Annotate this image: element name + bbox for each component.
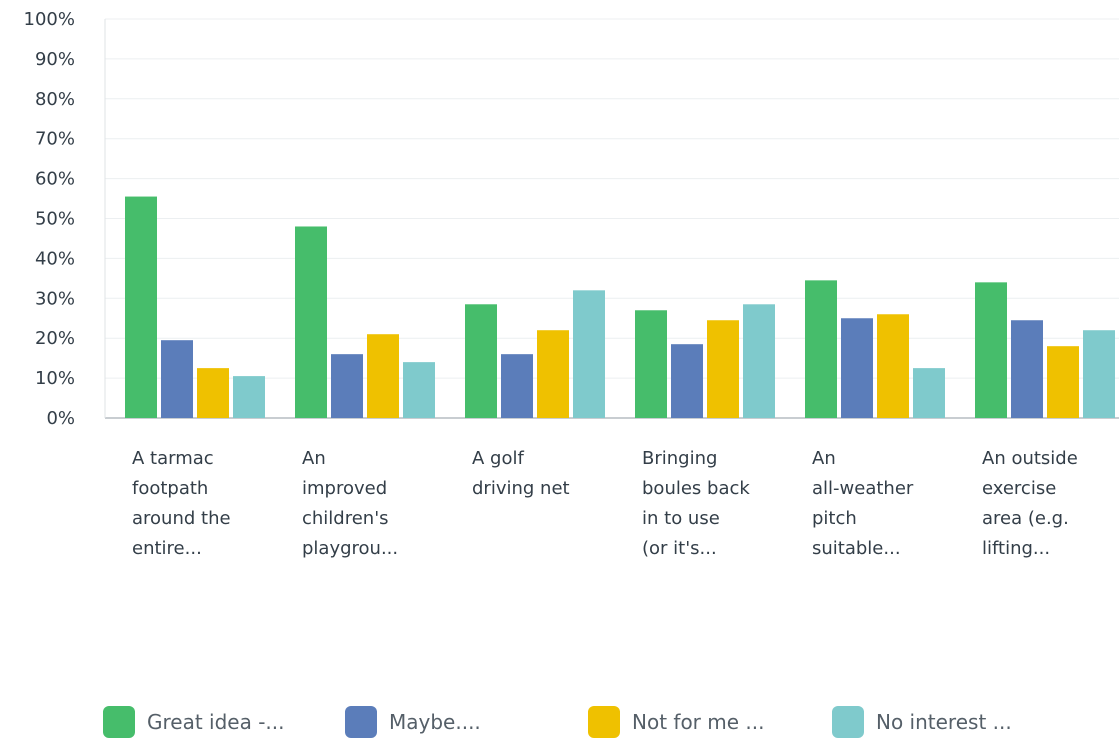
x-tick-label: A tarmac footpath around the entire... — [132, 448, 231, 559]
legend-item[interactable]: No interest ... — [832, 705, 1012, 739]
x-tick-label: An outside exercise area (e.g. lifting..… — [982, 448, 1078, 559]
bar[interactable] — [1083, 330, 1115, 418]
bar[interactable] — [841, 318, 873, 418]
bar[interactable] — [537, 330, 569, 418]
bar[interactable] — [707, 320, 739, 418]
y-tick-label: 80% — [35, 89, 75, 110]
bar[interactable] — [1047, 346, 1079, 418]
bar[interactable] — [403, 362, 435, 418]
y-tick-label: 100% — [24, 9, 75, 30]
bar[interactable] — [635, 310, 667, 418]
legend-label: No interest ... — [876, 710, 1012, 734]
legend-item[interactable]: Great idea -... — [103, 705, 285, 739]
y-tick-label: 90% — [35, 49, 75, 70]
legend-swatch — [832, 706, 864, 738]
bar[interactable] — [877, 314, 909, 418]
bar[interactable] — [233, 376, 265, 418]
legend-swatch — [345, 706, 377, 738]
bar[interactable] — [465, 304, 497, 418]
y-tick-label: 70% — [35, 129, 75, 150]
bar[interactable] — [197, 368, 229, 418]
x-tick-label: A golf driving net — [472, 448, 570, 499]
legend-label: Great idea -... — [147, 710, 285, 734]
y-tick-label: 50% — [35, 209, 75, 230]
y-tick-label: 20% — [35, 328, 75, 349]
x-tick-label: Bringing boules back in to use (or it's.… — [642, 448, 750, 559]
bar[interactable] — [295, 226, 327, 418]
bar[interactable] — [331, 354, 363, 418]
legend-label: Not for me ... — [632, 710, 765, 734]
y-tick-label: 0% — [46, 408, 75, 429]
legend-label: Maybe.... — [389, 710, 481, 734]
bar[interactable] — [805, 280, 837, 418]
legend: Great idea -... Maybe.... Not for me ... No… — [0, 705, 1119, 741]
y-tick-label: 40% — [35, 248, 75, 269]
bar[interactable] — [743, 304, 775, 418]
y-tick-label: 10% — [35, 368, 75, 389]
bar[interactable] — [501, 354, 533, 418]
legend-swatch — [588, 706, 620, 738]
bar[interactable] — [671, 344, 703, 418]
bar[interactable] — [125, 196, 157, 418]
bar[interactable] — [975, 282, 1007, 418]
legend-item[interactable]: Maybe.... — [345, 705, 481, 739]
bar[interactable] — [1011, 320, 1043, 418]
bar[interactable] — [573, 290, 605, 418]
bar[interactable] — [913, 368, 945, 418]
y-tick-label: 60% — [35, 169, 75, 190]
bar[interactable] — [161, 340, 193, 418]
legend-swatch — [103, 706, 135, 738]
bar-chart: 0% 10% 20% 30% 40% 50% 60% 70% 80% 90% 100% — [24, 9, 1119, 429]
legend-item[interactable]: Not for me ... — [588, 705, 764, 739]
x-tick-label: An all-weather pitch suitable... — [812, 448, 914, 559]
x-tick-label: An improved children's playgrou... — [302, 448, 399, 559]
y-tick-label: 30% — [35, 288, 75, 309]
bar[interactable] — [367, 334, 399, 418]
